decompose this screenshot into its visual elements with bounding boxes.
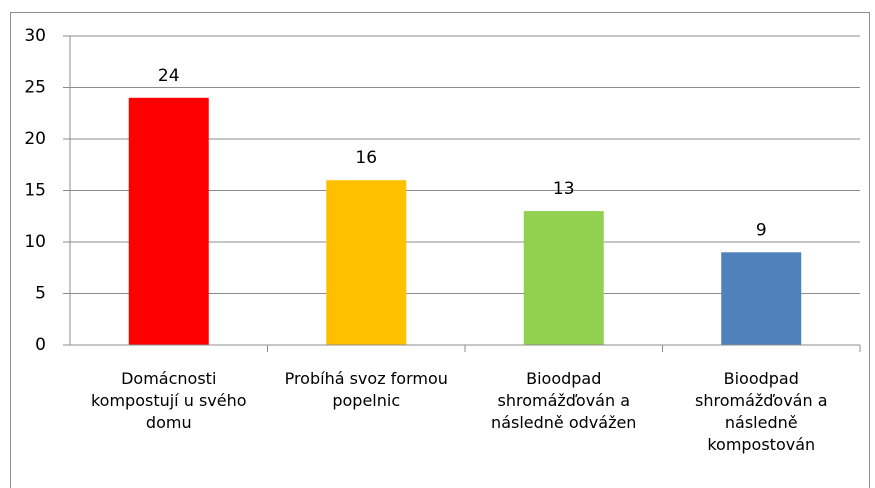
value-label: 13	[553, 179, 575, 199]
x-tick-label: Bioodpad shromážďován a následně odvážen	[491, 369, 637, 432]
y-tick-label: 5	[35, 284, 46, 304]
y-tick-label: 20	[24, 129, 46, 149]
bar	[523, 211, 604, 345]
y-tick-label: 25	[24, 78, 46, 98]
y-tick-label: 15	[24, 181, 46, 201]
x-tick-label: Domácnosti kompostují u svého domu	[90, 369, 247, 432]
bar	[721, 252, 802, 345]
x-tick-label: Probíhá svoz formou popelnic	[284, 369, 448, 410]
y-tick-label: 0	[35, 335, 46, 355]
bar	[128, 97, 209, 345]
value-label: 9	[756, 220, 767, 240]
x-tick-label: Bioodpad shromážďován a následně kompost…	[694, 369, 828, 454]
value-label: 16	[355, 148, 377, 168]
y-tick-label: 10	[24, 232, 46, 252]
y-tick-label: 30	[24, 26, 46, 46]
value-label: 24	[158, 66, 180, 86]
bar	[326, 180, 407, 345]
chart-frame	[10, 12, 870, 488]
